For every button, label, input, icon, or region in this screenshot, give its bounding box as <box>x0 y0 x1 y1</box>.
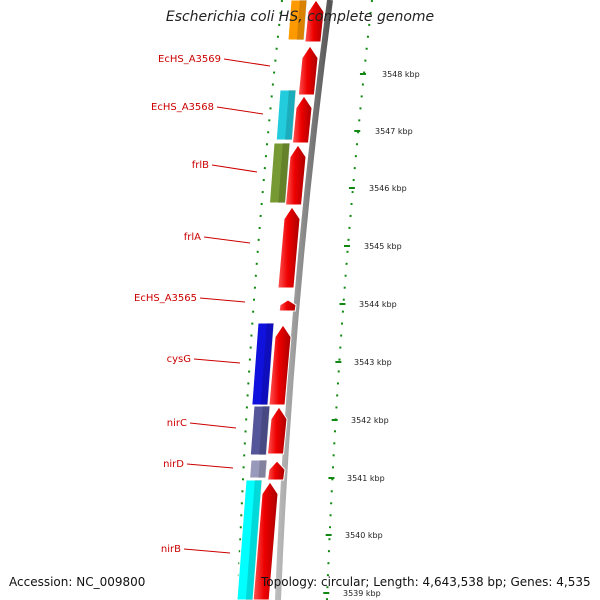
reverse-gene-block <box>236 479 263 600</box>
gene-label-nirB: nirB <box>161 544 181 555</box>
gene-label-nirC: nirC <box>167 418 187 429</box>
kbp-label-3544: 3544 kbp <box>359 300 397 309</box>
kbp-label-3540: 3540 kbp <box>345 531 383 540</box>
leader-line <box>216 106 264 115</box>
gene-label-ecHS-a3568: EcHS_A3568 <box>151 102 214 113</box>
forward-gene-arrow <box>284 144 307 206</box>
inner-dotted-ring <box>237 0 283 600</box>
accession-text: Accession: NC_009800 <box>9 575 146 589</box>
kbp-label-3543: 3543 kbp <box>354 358 392 367</box>
forward-gene-arrow <box>291 95 313 144</box>
forward-gene-arrow <box>278 299 297 312</box>
backbone-ribbon <box>275 0 333 600</box>
reverse-gene-block <box>287 0 308 41</box>
forward-gene-arrow <box>268 324 292 406</box>
leader-line <box>186 463 234 469</box>
kbp-ticks <box>323 73 366 594</box>
kbp-label-3539: 3539 kbp <box>343 589 381 598</box>
kbp-label-3542: 3542 kbp <box>351 416 389 425</box>
outer-dotted-ring <box>326 0 373 600</box>
genome-title: Escherichia coli HS, complete genome <box>165 9 435 25</box>
label-leader-lines <box>183 58 271 554</box>
gene-label-nirD: nirD <box>163 459 184 470</box>
reverse-gene-block <box>249 405 271 456</box>
kbp-label-3546: 3546 kbp <box>369 184 407 193</box>
reverse-gene-block <box>249 459 268 479</box>
forward-strand-genes <box>252 0 325 600</box>
forward-gene-arrow <box>277 206 301 289</box>
gene-label-cysG: cysG <box>167 354 191 365</box>
reverse-gene-shade <box>296 0 307 40</box>
leader-line <box>203 236 251 244</box>
kbp-label-3545: 3545 kbp <box>364 242 402 251</box>
forward-gene-arrow <box>297 45 319 96</box>
leader-line <box>193 358 241 364</box>
leader-line <box>189 422 237 429</box>
reverse-gene-shade <box>259 406 270 455</box>
gene-label-frlB: frlB <box>192 160 209 171</box>
gene-label-ecHS-a3565: EcHS_A3565 <box>134 293 197 304</box>
forward-gene-arrow <box>252 481 279 600</box>
forward-gene-arrow <box>304 0 325 43</box>
gene-label-frlA: frlA <box>184 232 201 243</box>
forward-gene-arrow <box>267 460 286 481</box>
reverse-gene-shade <box>278 143 290 203</box>
reverse-gene-shade <box>260 323 274 405</box>
leader-line <box>223 58 271 67</box>
reverse-gene-shade <box>258 460 267 478</box>
forward-gene-arrow <box>266 406 288 455</box>
reverse-gene-shade <box>245 480 262 600</box>
leader-line <box>183 548 231 554</box>
leader-line <box>211 164 258 173</box>
reverse-gene-block <box>275 89 297 141</box>
gene-label-ecHS-a3569: EcHS_A3569 <box>158 54 221 65</box>
topology-text: Topology: circular; Length: 4,643,538 bp… <box>261 575 591 589</box>
leader-line <box>199 297 246 303</box>
kbp-label-3541: 3541 kbp <box>347 474 385 483</box>
kbp-label-3547: 3547 kbp <box>375 127 413 136</box>
kbp-label-3548: 3548 kbp <box>382 70 420 79</box>
reverse-gene-block <box>251 322 275 406</box>
reverse-gene-shade <box>285 90 296 140</box>
